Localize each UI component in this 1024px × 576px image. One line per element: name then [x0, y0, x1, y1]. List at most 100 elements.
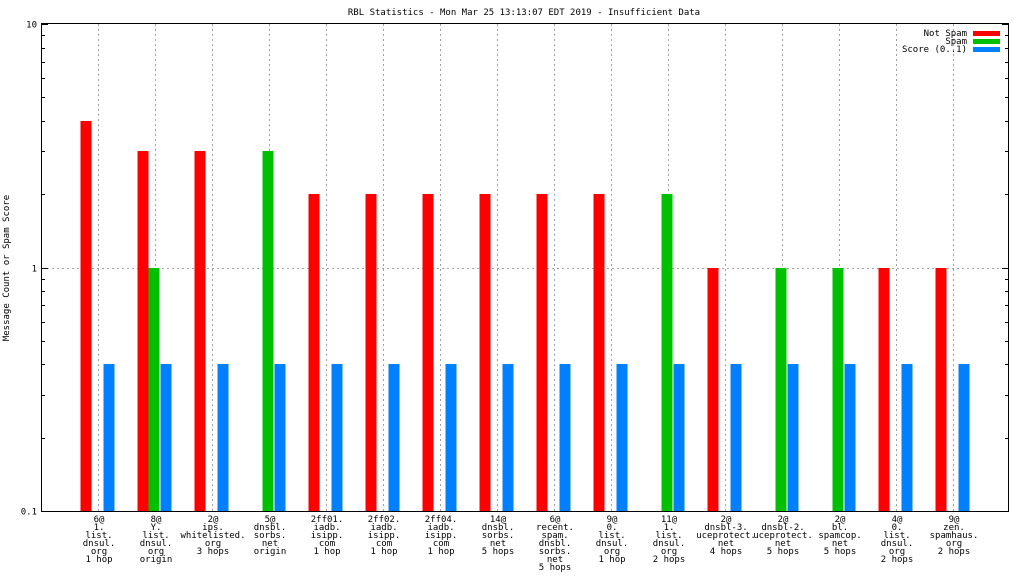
x-tick-label-line: 2ff04. [425, 515, 458, 525]
y-tick-label: 10 [26, 21, 37, 31]
x-tick-label-line: 4@ [892, 515, 903, 525]
bar-score [445, 364, 457, 511]
bar-not-spam [80, 121, 92, 511]
x-tick-label-line: origin [140, 555, 173, 565]
x-tick-label-line: 5 hops [482, 547, 515, 557]
x-tick-label-line: 1 hop [313, 547, 340, 557]
x-tick-label-line: 2ff02. [368, 515, 401, 525]
bar-score [274, 364, 286, 511]
bar-score [217, 364, 229, 511]
x-tick-label-line: 8@ [151, 515, 162, 525]
x-tick-label-line: org [946, 539, 962, 549]
x-tick-label-line: dnsul. [881, 539, 914, 549]
y-tick-label: 1 [32, 265, 37, 275]
x-tick-label-line: 1 hop [370, 547, 397, 557]
x-tick-label-line: sorbs. [254, 531, 287, 541]
x-tick-label-line: iadb. [370, 523, 397, 533]
x-tick-label-line: zen. [943, 523, 965, 533]
bar-not-spam [308, 194, 320, 511]
bar-score [787, 364, 799, 511]
x-tick-label-line: iadb. [313, 523, 340, 533]
x-tick-label-line: 1 hop [598, 555, 625, 565]
x-tick-label-line: dnsul. [140, 539, 173, 549]
x-tick-label-line: 1 hop [85, 555, 112, 565]
x-tick-label-line: list. [598, 531, 625, 541]
legend-label: Score (0..1) [902, 45, 967, 55]
x-tick-label-line: com [376, 539, 392, 549]
bar-spam [661, 194, 673, 511]
x-tick-label-line: ips. [202, 523, 224, 533]
bars [80, 121, 970, 511]
y-axis-label: Message Count or Spam Score [2, 195, 12, 341]
legend-label: Not Spam [924, 29, 967, 39]
bar-not-spam [422, 194, 434, 511]
bar-not-spam [536, 194, 548, 511]
legend-swatch-not-spam [973, 31, 1000, 36]
bar-not-spam [593, 194, 605, 511]
x-tick-label-line: isipp. [425, 531, 458, 541]
x-tick-label-line: net [718, 539, 734, 549]
bar-score [331, 364, 343, 511]
x-tick-label-line: dnsul. [653, 539, 686, 549]
x-tick-label-line: dnsul. [596, 539, 629, 549]
x-tick-label-line: isipp. [311, 531, 344, 541]
x-tick-label-line: 1. [94, 523, 105, 533]
bar-spam [832, 268, 844, 511]
x-tick-label-line: 2@ [778, 515, 789, 525]
legend-swatch-spam [973, 39, 1000, 44]
bar-score [958, 364, 970, 511]
x-tick-label-line: spam. [541, 531, 568, 541]
bar-not-spam [479, 194, 491, 511]
x-tick-label-line: whitelisted. [180, 531, 245, 541]
bar-not-spam [935, 268, 947, 511]
x-tick-label-line: list. [85, 531, 112, 541]
x-tick-label-line: iadb. [427, 523, 454, 533]
x-tick-label-line: org [91, 547, 107, 557]
x-tick-label-line: spamcop. [818, 531, 861, 541]
bar-score [730, 364, 742, 511]
x-tick-label-line: 11@ [661, 515, 678, 525]
x-tick-label-line: uceprotect. [696, 531, 756, 541]
x-tick-label-line: origin [254, 547, 287, 557]
bar-spam [148, 268, 160, 511]
y-tick-label: 0.1 [21, 508, 37, 518]
bar-not-spam [878, 268, 890, 511]
x-tick-label-line: Y. [151, 523, 162, 533]
x-tick-label-line: 1. [664, 523, 675, 533]
x-tick-label-line: sorbs. [539, 547, 572, 557]
bar-not-spam [707, 268, 719, 511]
x-tick-label-line: 2@ [721, 515, 732, 525]
x-tick-label-line: 0. [892, 523, 903, 533]
x-tick-label-line: org [889, 547, 905, 557]
x-tick-label-line: com [433, 539, 449, 549]
x-tick-label-line: 2 hops [653, 555, 686, 565]
bar-score [901, 364, 913, 511]
x-tick-label-line: dnsbl. [254, 523, 287, 533]
x-tick-label-line: 5 hops [539, 563, 572, 573]
bar-score [673, 364, 685, 511]
y-axis-ticks: 0.1 1 10 [21, 21, 1008, 518]
x-tick-label-line: uceprotect. [753, 531, 813, 541]
x-tick-label-line: 4 hops [710, 547, 743, 557]
bar-score [103, 364, 115, 511]
bar-not-spam [194, 151, 206, 511]
x-tick-label-line: 9@ [607, 515, 618, 525]
x-tick-label-line: net [775, 539, 791, 549]
x-tick-label-line: list. [655, 531, 682, 541]
bar-score [502, 364, 514, 511]
